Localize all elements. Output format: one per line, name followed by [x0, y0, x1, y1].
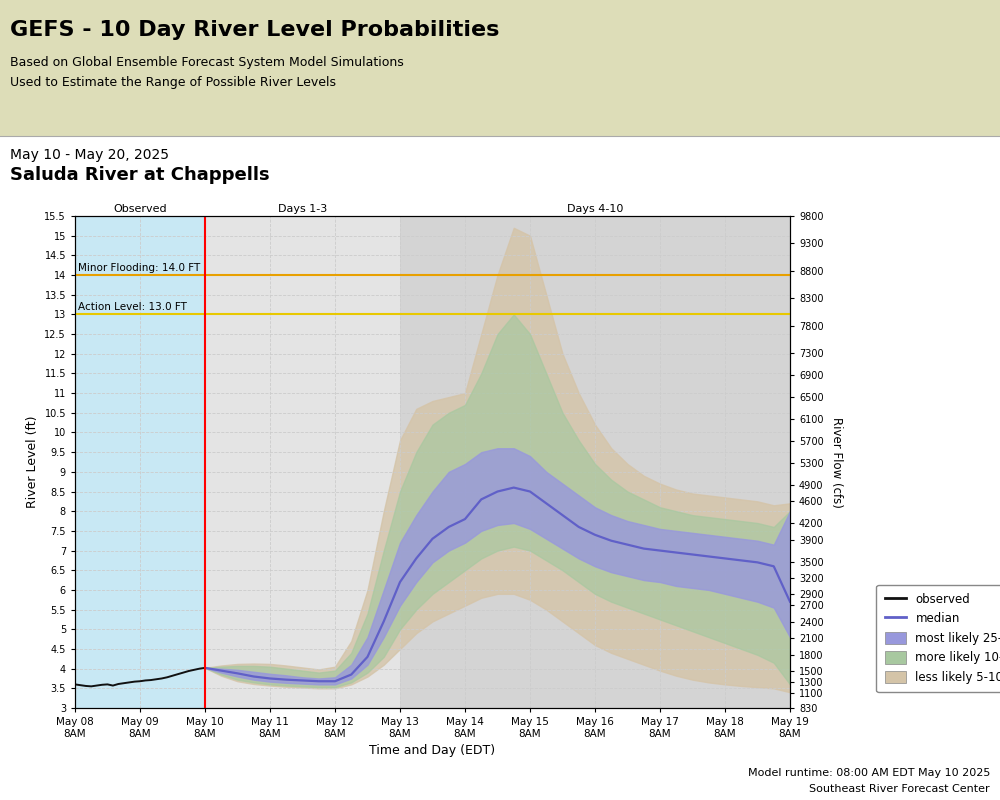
Y-axis label: River Level (ft): River Level (ft) [26, 416, 39, 508]
Text: Action Level: 13.0 FT: Action Level: 13.0 FT [78, 302, 187, 312]
Legend: observed, median, most likely 25-75%, more likely 10-25%, less likely 5-10%: observed, median, most likely 25-75%, mo… [876, 585, 1000, 692]
Text: GEFS - 10 Day River Level Probabilities: GEFS - 10 Day River Level Probabilities [10, 20, 499, 40]
Bar [75, 216, 205, 708]
Bar [400, 216, 790, 708]
Text: Days 4-10: Days 4-10 [567, 203, 623, 214]
Text: May 10 - May 20, 2025: May 10 - May 20, 2025 [10, 148, 169, 162]
Bar [205, 216, 400, 708]
Text: Observed: Observed [113, 203, 167, 214]
Text: Used to Estimate the Range of Possible River Levels: Used to Estimate the Range of Possible R… [10, 76, 336, 89]
Text: Southeast River Forecast Center: Southeast River Forecast Center [809, 784, 990, 794]
Text: Days 1-3: Days 1-3 [278, 203, 327, 214]
X-axis label: Time and Day (EDT): Time and Day (EDT) [369, 744, 496, 757]
Text: Based on Global Ensemble Forecast System Model Simulations: Based on Global Ensemble Forecast System… [10, 56, 404, 69]
Y-axis label: River Flow (cfs): River Flow (cfs) [830, 417, 843, 507]
Text: Saluda River at Chappells: Saluda River at Chappells [10, 166, 270, 184]
Text: Model runtime: 08:00 AM EDT May 10 2025: Model runtime: 08:00 AM EDT May 10 2025 [748, 768, 990, 778]
Text: Minor Flooding: 14.0 FT: Minor Flooding: 14.0 FT [78, 262, 200, 273]
